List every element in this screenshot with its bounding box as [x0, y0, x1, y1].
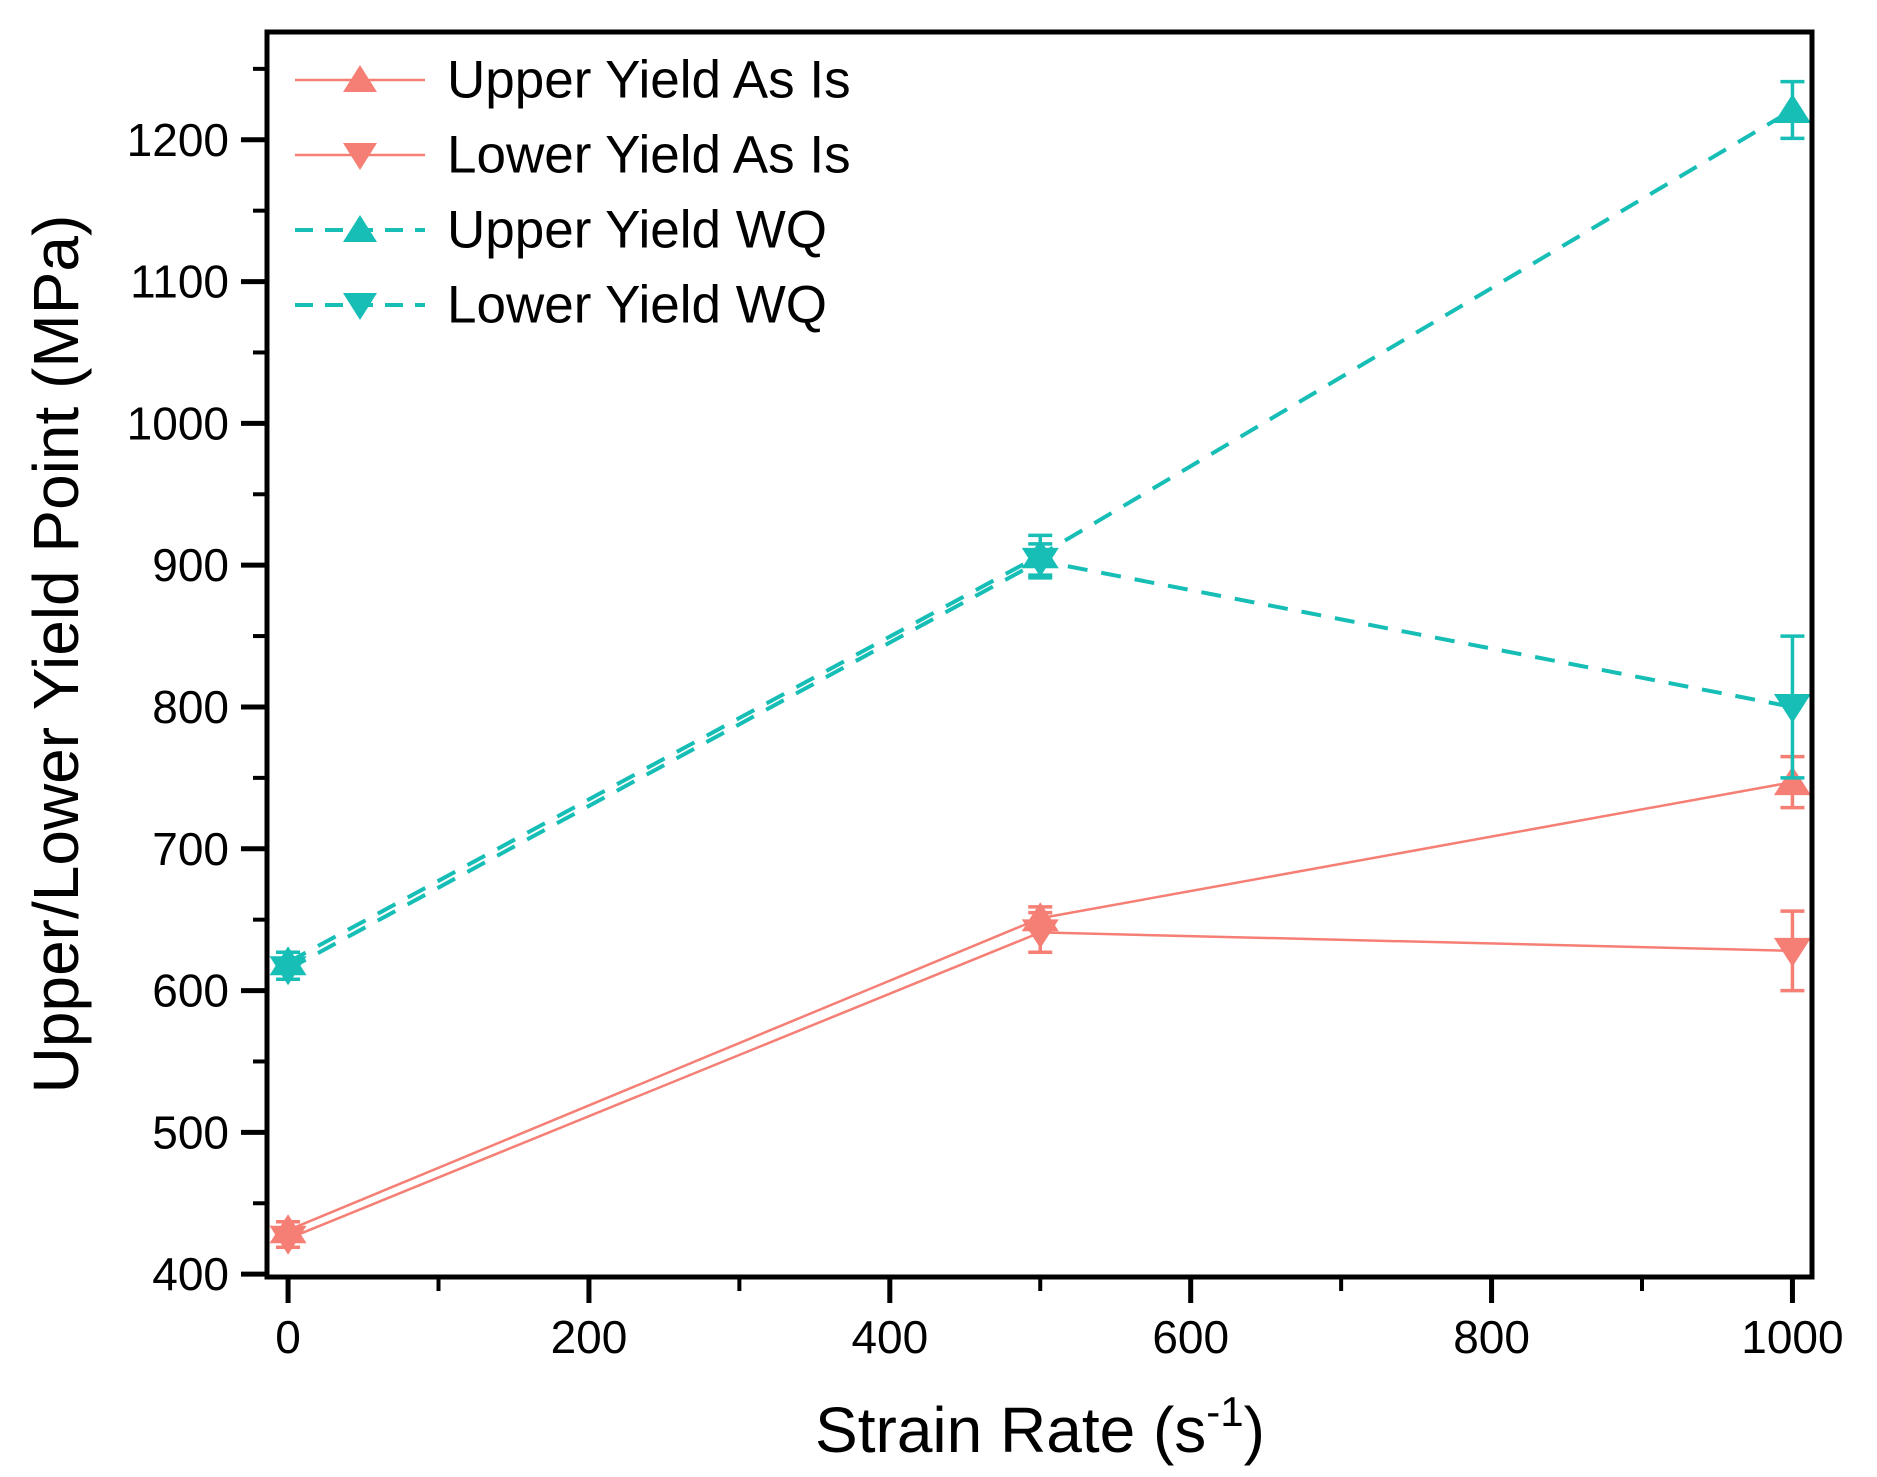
x-axis-title-superscript: -1 [1206, 1388, 1243, 1435]
y-axis-tick-label: 400 [152, 1248, 229, 1300]
data-point-marker [1021, 919, 1059, 949]
series-lower-yield-wq [269, 542, 1811, 986]
legend-marker [343, 215, 377, 242]
y-axis-title: Upper/Lower Yield Point (MPa) [20, 215, 92, 1094]
series-group [269, 79, 1811, 1255]
x-axis-title: Strain Rate (s-1) [815, 1388, 1265, 1466]
data-point-marker [1773, 93, 1811, 123]
data-point-marker [269, 956, 307, 986]
series-line [287, 931, 1793, 1240]
x-axis-tick-label: 600 [1152, 1311, 1229, 1363]
series-line [287, 780, 1793, 1232]
data-point-marker [1773, 937, 1811, 967]
legend: Upper Yield As Is Lower Yield As Is Upper … [295, 51, 851, 335]
plot-frame [264, 29, 1815, 1280]
y-axis-tick-label: 800 [152, 681, 229, 733]
legend-item: Upper Yield WQ [295, 201, 827, 260]
legend-marker [343, 293, 377, 320]
y-axis-tick-label: 700 [152, 823, 229, 875]
y-axis-tick-label: 1000 [127, 397, 229, 449]
legend-item: Lower Yield WQ [295, 276, 827, 335]
x-axis-tick-label: 1000 [1741, 1311, 1843, 1363]
axis-tick-labels: 0 200 400 600 800 1000 400 500 600 700 800 900 1000 1… [127, 114, 1844, 1363]
legend-marker [343, 143, 377, 170]
x-axis-title-text: Strain Rate (s [815, 1394, 1206, 1466]
legend-label: Upper Yield WQ [447, 201, 827, 260]
data-point-marker [1021, 547, 1059, 577]
y-axis-tick-label: 500 [152, 1106, 229, 1158]
x-axis-title-text: ) [1244, 1394, 1265, 1466]
x-axis-tick-label: 0 [275, 1311, 301, 1363]
data-point-marker [269, 1225, 307, 1255]
x-axis-tick-label: 400 [851, 1311, 928, 1363]
data-point-marker [1773, 766, 1811, 796]
axis-ticks [241, 66, 1795, 1303]
legend-item: Upper Yield As Is [295, 51, 851, 110]
x-axis-tick-label: 800 [1453, 1311, 1530, 1363]
y-axis-tick-label: 900 [152, 539, 229, 591]
y-axis-tick-label: 600 [152, 965, 229, 1017]
series-upper-yield-as-is [269, 754, 1811, 1244]
y-axis-tick-label: 1100 [130, 256, 229, 308]
x-axis-tick-label: 200 [551, 1311, 628, 1363]
legend-item: Lower Yield As Is [295, 126, 851, 185]
legend-label: Lower Yield WQ [447, 276, 827, 335]
y-axis-tick-label: 1200 [127, 114, 229, 166]
legend-label: Upper Yield As Is [447, 51, 851, 110]
series-lower-yield-as-is [269, 909, 1811, 1255]
legend-label: Lower Yield As Is [447, 126, 851, 185]
data-point-marker [1773, 693, 1811, 723]
legend-marker [343, 65, 377, 92]
